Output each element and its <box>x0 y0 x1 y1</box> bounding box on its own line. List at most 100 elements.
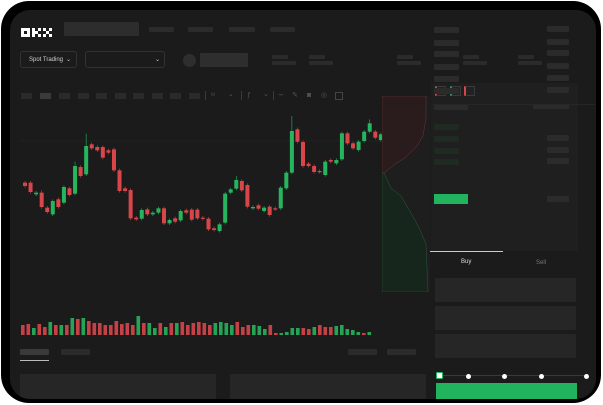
candle-body <box>67 188 72 195</box>
depth-bids-area <box>382 172 429 292</box>
nav-item-4[interactable] <box>270 27 295 32</box>
interval-3[interactable] <box>59 93 70 99</box>
amount-input[interactable] <box>435 306 576 330</box>
orders-tab-history[interactable] <box>61 349 90 355</box>
stat-4-label <box>463 55 479 59</box>
camera-icon[interactable]: ◙ <box>307 92 312 99</box>
candle-body <box>289 131 294 173</box>
volume-bar <box>224 323 229 335</box>
book-asks-icon[interactable] <box>464 86 475 96</box>
candle-body <box>317 171 322 173</box>
candle-body <box>373 131 378 138</box>
total-input[interactable] <box>435 334 576 358</box>
volume-bar <box>334 326 339 335</box>
orders-card-2 <box>230 374 426 399</box>
slider-mark-50[interactable] <box>502 374 507 379</box>
slider-mark-25[interactable] <box>466 374 471 379</box>
indicator-icon[interactable]: ƒ <box>247 92 251 99</box>
volume-bar <box>48 322 53 335</box>
book-row-price[interactable] <box>434 124 459 130</box>
slider-mark-100[interactable] <box>584 374 589 379</box>
volume-bar <box>81 318 86 335</box>
volume-bar <box>65 325 69 335</box>
volume-bar <box>340 325 344 335</box>
book-header-price <box>434 105 468 110</box>
book-row-amount <box>547 158 569 164</box>
volume-bar <box>367 332 372 335</box>
stat-5-label <box>518 55 534 59</box>
candle-body <box>150 212 155 215</box>
interval-2[interactable] <box>40 93 51 99</box>
volume-bar <box>120 324 124 335</box>
candle-body <box>39 192 44 207</box>
book-row-price[interactable] <box>434 88 459 94</box>
nav-item-2[interactable] <box>188 27 213 32</box>
candle-body <box>267 206 272 215</box>
slider-mark-75[interactable] <box>539 374 544 379</box>
orders-tab-open[interactable] <box>20 349 49 355</box>
depth-chart <box>382 96 430 292</box>
tab-buy[interactable]: Buy <box>461 259 472 265</box>
book-row-price[interactable] <box>434 51 459 57</box>
candle-type-icon[interactable]: ᵚ <box>211 92 216 99</box>
expand-icon[interactable] <box>335 92 343 100</box>
book-row-price[interactable] <box>434 136 459 142</box>
volume-bar <box>296 328 300 335</box>
pencil-icon[interactable]: ✎ <box>292 92 298 99</box>
book-row-amount <box>547 135 569 141</box>
volume-bar <box>32 328 36 335</box>
candle-body <box>78 167 83 176</box>
book-row-price[interactable] <box>434 148 459 154</box>
line-icon[interactable]: ∼ <box>278 92 284 99</box>
interval-9[interactable] <box>170 93 181 99</box>
volume-bar <box>197 322 201 335</box>
amount-slider[interactable] <box>440 375 588 376</box>
settings-icon[interactable]: ◎ <box>321 92 328 99</box>
price-input[interactable] <box>435 278 576 302</box>
candle-body <box>189 209 194 220</box>
nav-item-1[interactable] <box>149 27 174 32</box>
order-book-divider <box>431 104 595 105</box>
okx-logo[interactable] <box>21 24 59 37</box>
candle-body <box>106 150 111 153</box>
pair-selector[interactable]: ⌄ <box>85 51 165 68</box>
orders-filter-1[interactable] <box>348 349 377 355</box>
volume-bar <box>70 318 75 335</box>
market-selector[interactable]: Spot Trading ⌄ <box>20 51 77 68</box>
search-bar[interactable] <box>64 22 139 36</box>
interval-10[interactable] <box>189 93 200 99</box>
book-row-price[interactable] <box>434 40 459 46</box>
volume-bar <box>136 316 141 335</box>
interval-1[interactable] <box>21 93 32 99</box>
candle-body <box>45 207 50 212</box>
book-row-price[interactable] <box>434 159 459 165</box>
nav-item-3[interactable] <box>229 27 255 32</box>
chevron-down-icon[interactable]: ⌄ <box>228 91 234 98</box>
volume-bar <box>59 325 64 335</box>
book-row-price[interactable] <box>434 76 459 82</box>
interval-7[interactable] <box>133 93 144 99</box>
candlestick-chart[interactable] <box>10 105 390 335</box>
book-row-price[interactable] <box>434 27 459 33</box>
volume-bar <box>345 329 350 335</box>
volume-bar <box>312 327 317 335</box>
book-row-price[interactable] <box>434 64 459 70</box>
orders-filter-2[interactable] <box>387 349 416 355</box>
interval-6[interactable] <box>115 93 126 99</box>
interval-4[interactable] <box>78 93 89 99</box>
candle-body <box>256 205 261 209</box>
volume-bar <box>318 325 322 335</box>
slider-handle[interactable] <box>436 372 443 379</box>
candle-body <box>195 209 200 219</box>
volume-bar <box>235 322 240 335</box>
candle-body <box>345 133 350 144</box>
stat-3-label <box>397 55 413 59</box>
buy-button[interactable] <box>436 383 577 399</box>
chevron-down-icon[interactable]: ⌄ <box>263 91 269 98</box>
candle-body <box>339 133 344 160</box>
volume-bar <box>191 323 196 335</box>
interval-5[interactable] <box>96 93 107 99</box>
candle-body <box>173 218 178 222</box>
interval-8[interactable] <box>152 93 163 99</box>
tab-sell[interactable]: Sell <box>536 260 547 266</box>
